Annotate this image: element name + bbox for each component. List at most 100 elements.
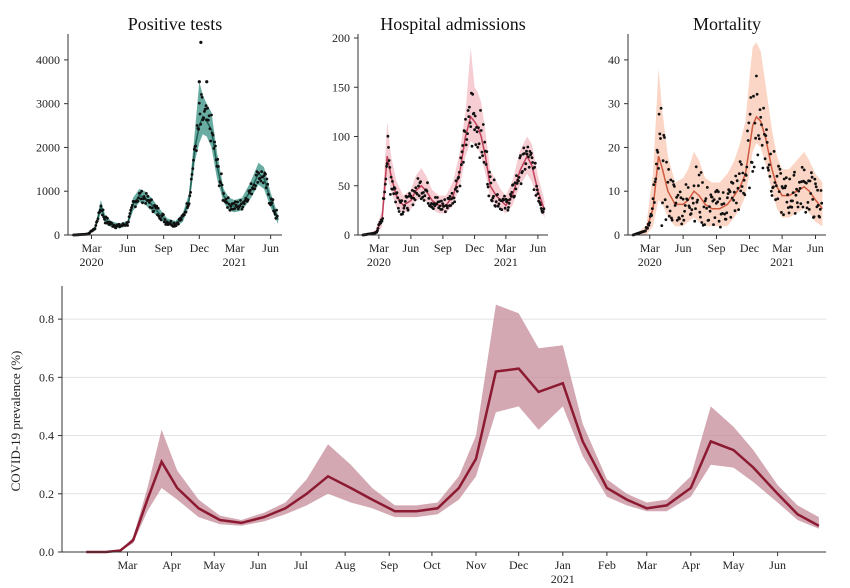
data-point	[209, 127, 212, 130]
data-point	[143, 197, 146, 200]
data-point	[766, 141, 769, 144]
data-point	[531, 156, 534, 159]
x-tick-label: Aug	[335, 558, 356, 572]
data-point	[658, 113, 661, 116]
data-point	[474, 115, 477, 118]
data-point	[392, 192, 395, 195]
data-point	[455, 186, 458, 189]
data-point	[191, 167, 194, 170]
data-point	[464, 118, 467, 121]
data-point	[653, 201, 656, 204]
data-point	[770, 190, 773, 193]
data-point	[432, 207, 435, 210]
data-point	[509, 198, 512, 201]
data-point	[128, 215, 131, 218]
data-point	[519, 154, 522, 157]
data-point	[94, 224, 97, 227]
data-point	[218, 184, 221, 187]
data-point	[729, 216, 732, 219]
data-point	[466, 132, 469, 135]
data-point	[652, 183, 655, 186]
data-point	[516, 182, 519, 185]
data-point	[687, 186, 690, 189]
data-point	[239, 199, 242, 202]
data-point	[762, 107, 765, 110]
data-point	[712, 223, 715, 226]
data-point	[815, 185, 818, 188]
data-point	[414, 186, 417, 189]
credible-band	[363, 48, 545, 235]
data-point	[485, 163, 488, 166]
data-point	[757, 134, 760, 137]
data-point	[741, 172, 744, 175]
data-point	[152, 210, 155, 213]
credible-band	[74, 82, 279, 235]
data-point	[524, 162, 527, 165]
data-point	[675, 202, 678, 205]
data-point	[734, 175, 737, 178]
x-tick-label: Nov	[466, 558, 487, 572]
data-point	[813, 215, 816, 218]
data-point	[457, 176, 460, 179]
data-point	[749, 113, 752, 116]
data-point	[190, 178, 193, 181]
y-tick-label: 20	[608, 140, 620, 154]
data-point	[417, 177, 420, 180]
data-point	[811, 176, 814, 179]
data-point	[659, 137, 662, 140]
x-tick-label: Mar	[225, 241, 245, 255]
x-tick-year-label: 2020	[367, 255, 391, 269]
data-point	[192, 159, 195, 162]
data-point	[531, 161, 534, 164]
data-point	[513, 195, 516, 198]
data-point	[129, 212, 132, 215]
data-point	[697, 184, 700, 187]
data-point	[422, 191, 425, 194]
data-point	[741, 185, 744, 188]
data-point	[669, 210, 672, 213]
data-point	[164, 218, 167, 221]
data-point	[103, 218, 106, 221]
x-tick-label: Dec	[465, 241, 484, 255]
data-point	[446, 207, 449, 210]
y-tick-label: 0	[614, 228, 620, 242]
data-point	[170, 220, 173, 223]
data-point	[530, 152, 533, 155]
data-point	[760, 123, 763, 126]
y-tick-label: 0.0	[39, 545, 54, 559]
data-point	[762, 167, 765, 170]
data-point	[701, 181, 704, 184]
data-point	[811, 198, 814, 201]
data-point	[144, 202, 147, 205]
data-point	[212, 147, 215, 150]
data-point	[749, 96, 752, 99]
data-point	[236, 201, 239, 204]
chart-3: Mortality010203040Mar2020Jun Sep Dec Mar202…	[608, 14, 826, 269]
data-point	[226, 206, 229, 209]
data-point	[677, 194, 680, 197]
data-point	[243, 202, 246, 205]
data-point	[799, 187, 802, 190]
data-point	[97, 217, 100, 220]
x-tick-label: Jun	[403, 241, 420, 255]
data-point	[718, 197, 721, 200]
data-point	[473, 128, 476, 131]
data-point	[271, 201, 274, 204]
data-point	[412, 203, 415, 206]
x-tick-label: Dec	[190, 241, 209, 255]
data-point	[796, 201, 799, 204]
data-point	[733, 191, 736, 194]
data-point	[390, 176, 393, 179]
data-point	[793, 174, 796, 177]
y-tick-label: 1000	[36, 184, 60, 198]
data-point	[804, 211, 807, 214]
data-point	[769, 175, 772, 178]
data-point	[444, 210, 447, 213]
data-point	[253, 187, 256, 190]
x-tick-label: Mar	[117, 558, 137, 572]
data-point	[468, 106, 471, 109]
data-point	[459, 185, 462, 188]
data-point	[795, 194, 798, 197]
data-point	[214, 145, 217, 148]
data-point	[417, 185, 420, 188]
